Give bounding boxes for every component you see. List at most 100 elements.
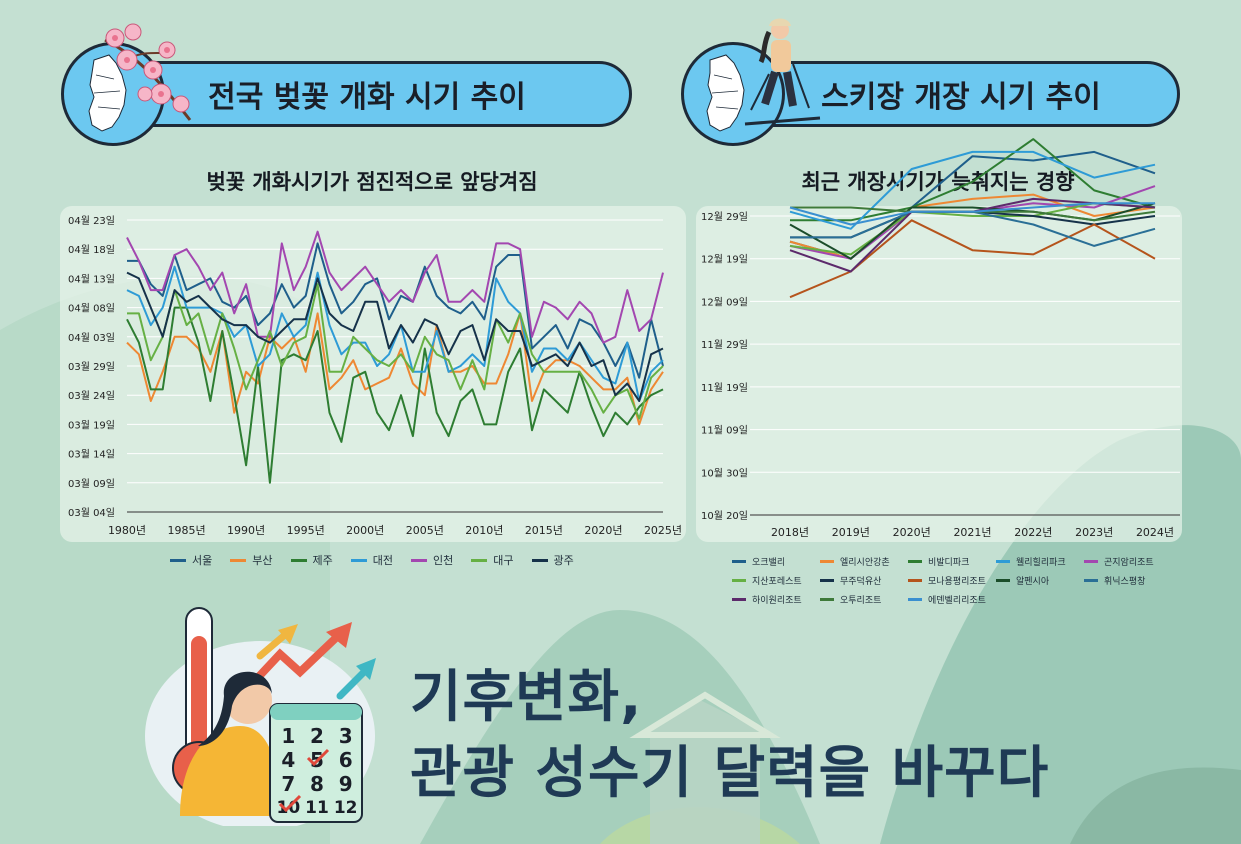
legend-item: 제주 — [290, 552, 333, 568]
legend-swatch — [820, 560, 834, 563]
y-tick-label: 10월 30일 — [701, 467, 748, 479]
cherry-blossom-chart: 03월 04일 03월 09일 03월 14일 03월 19일 03월 24일 03월 2… — [68, 215, 682, 537]
calendar-number: 8 — [310, 772, 324, 796]
legend-label: 휘닉스평창 — [1104, 577, 1146, 587]
calendar-number: 1 — [281, 724, 296, 748]
legend-label: 서울 — [192, 554, 213, 567]
series-line-대구 — [127, 283, 664, 420]
legend-item: 부산 — [230, 552, 273, 568]
legend-label: 오투리조트 — [840, 596, 882, 606]
legend-swatch — [1084, 579, 1098, 582]
y-tick-label: 04월 23일 — [68, 215, 115, 227]
legend-swatch — [170, 558, 186, 562]
legend-swatch — [732, 579, 746, 582]
legend-item: 웰리힐리파크 — [996, 552, 1084, 571]
legend-swatch — [290, 558, 307, 562]
legend-item: 무주덕유산 — [820, 571, 908, 590]
x-tick-label: 1990년 — [227, 524, 265, 537]
series-line-광주 — [126, 271, 664, 402]
legend-item: 엘리시안강촌 — [820, 552, 908, 571]
y-tick-label: 12월 09일 — [701, 296, 748, 308]
legend-item: 인천 — [411, 552, 453, 568]
legend-item: 비발디파크 — [908, 552, 996, 571]
x-tick-label: 1995년 — [287, 524, 325, 537]
calendar-number: 6 — [338, 748, 353, 772]
series-line-비발디파크 — [790, 138, 1156, 222]
y-tick-label: 03월 14일 — [68, 449, 115, 461]
legend-label: 대전 — [372, 554, 393, 567]
series-line-웰리힐리파크 — [789, 150, 1156, 230]
calendar-number: 9 — [338, 772, 353, 796]
legend-swatch — [732, 560, 746, 563]
legend-swatch — [1084, 560, 1098, 563]
y-tick-label: 04월 18일 — [68, 244, 115, 256]
legend-item: 서울 — [170, 552, 212, 568]
legend-item: 오크밸리 — [732, 552, 820, 571]
series-line-제주 — [126, 306, 664, 484]
x-tick-label: 2000년 — [346, 524, 384, 537]
calendar-number: 2 — [310, 724, 324, 748]
legend-item: 대구 — [471, 552, 514, 568]
y-tick-label: 04월 08일 — [68, 303, 115, 315]
legend-label: 인천 — [433, 554, 454, 567]
series-line-대전 — [126, 265, 664, 402]
x-tick-label: 2005년 — [406, 524, 444, 537]
x-tick-label: 2024년 — [1136, 526, 1174, 539]
legend-label: 에덴벨리리조트 — [928, 596, 986, 606]
y-tick-label: 03월 19일 — [68, 419, 115, 431]
legend-label: 오크밸리 — [752, 558, 786, 568]
legend-label: 부산 — [252, 554, 273, 567]
x-tick-label: 2023년 — [1075, 526, 1113, 539]
y-tick-label: 12월 19일 — [701, 254, 748, 266]
x-tick-label: 2015년 — [525, 524, 563, 537]
right-chart-panel — [696, 206, 1182, 542]
legend-swatch — [996, 579, 1010, 582]
legend-label: 무주덕유산 — [840, 577, 882, 587]
legend-swatch — [908, 560, 922, 563]
y-tick-label: 03월 24일 — [68, 390, 115, 402]
right-header-title: 스키장 개장 시기 추이 — [821, 80, 1101, 115]
y-tick-label: 04월 13일 — [68, 273, 115, 285]
legend-item: 지산포레스트 — [732, 571, 820, 590]
series-line-인천 — [126, 230, 664, 344]
legend-swatch — [820, 579, 834, 582]
left-chart-legend: 서울 부산 제주 대전 인천 대구 광주 — [170, 552, 630, 568]
legend-swatch — [230, 558, 247, 562]
main-title-line2: 관광 성수기 달력을 바꾸다 — [410, 741, 1050, 806]
y-tick-label: 03월 29일 — [68, 361, 115, 373]
legend-label: 웰리힐리파크 — [1016, 558, 1066, 568]
y-tick-label: 03월 09일 — [68, 478, 115, 490]
legend-swatch — [350, 558, 367, 562]
legend-swatch — [908, 579, 922, 582]
legend-label: 대구 — [493, 554, 514, 567]
x-tick-label: 2020년 — [893, 526, 931, 539]
skier-icon — [744, 18, 821, 126]
left-header-title: 전국 벚꽃 개화 시기 추이 — [208, 80, 526, 115]
main-title-line1: 기후변화, — [410, 665, 643, 730]
legend-swatch — [996, 560, 1010, 563]
legend-swatch — [531, 558, 548, 562]
calendar-number: 11 — [305, 798, 329, 818]
legend-swatch — [908, 598, 922, 601]
series-line-하이원리조트 — [789, 197, 1156, 273]
calendar-number: 7 — [281, 772, 296, 796]
legend-item: 에덴벨리리조트 — [908, 590, 996, 609]
legend-label: 지산포레스트 — [752, 577, 802, 587]
x-tick-label: 2010년 — [465, 524, 503, 537]
legend-label: 하이원리조트 — [752, 596, 802, 606]
x-tick-label: 1985년 — [167, 524, 205, 537]
calendar-number: 3 — [338, 724, 353, 748]
y-tick-label: 11월 29일 — [701, 339, 748, 351]
thermometer-calendar-woman-illustration — [145, 607, 376, 826]
legend-item: 대전 — [350, 552, 393, 568]
x-tick-label: 2019년 — [832, 526, 870, 539]
x-tick-label: 2025년 — [644, 524, 682, 537]
legend-swatch — [732, 598, 746, 601]
legend-label: 비발디파크 — [928, 558, 970, 568]
legend-item: 광주 — [531, 552, 574, 568]
legend-label: 제주 — [312, 554, 333, 567]
x-tick-label: 1980년 — [108, 524, 146, 537]
legend-item: 알펜시아 — [996, 571, 1084, 590]
series-line-부산 — [126, 312, 664, 426]
series-line-서울 — [127, 242, 664, 379]
